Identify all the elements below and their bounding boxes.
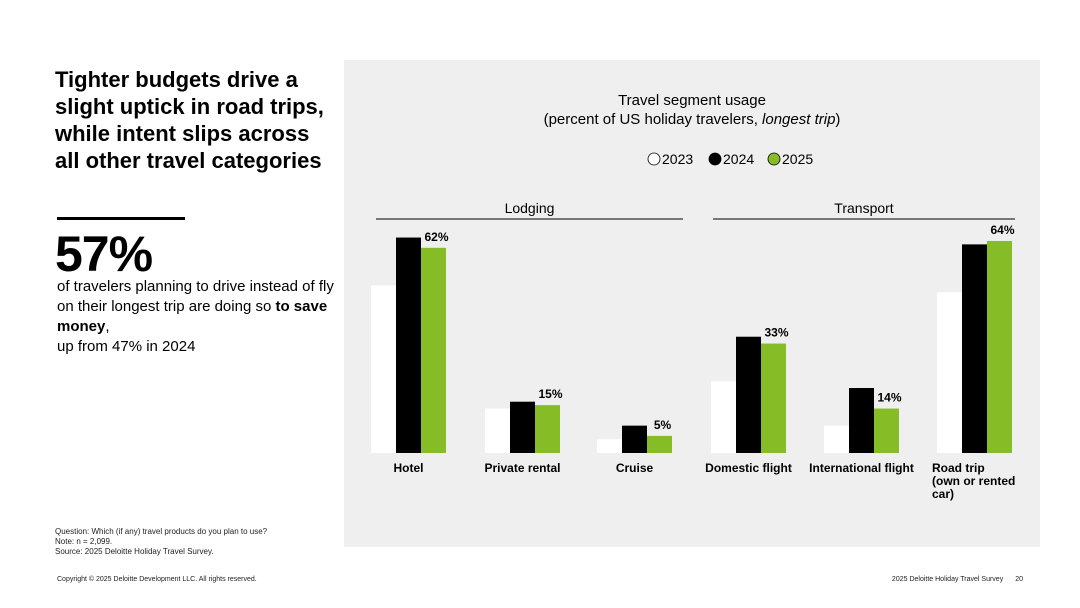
bar-hotel-2025 (421, 247, 446, 453)
category-label-line: Private rental (484, 461, 560, 475)
bar-domestic-flight-2025 (761, 343, 786, 453)
stat-description: of travelers planning to drive instead o… (57, 277, 347, 357)
chart-subtitle-italic: longest trip (762, 111, 835, 128)
bar-road-trip-own-or-rented-car-2025 (987, 240, 1012, 453)
category-label-line: Cruise (616, 461, 654, 475)
data-label-road-trip-own-or-rented-car: 64% (990, 223, 1014, 237)
legend-label-2024: 2024 (723, 151, 754, 167)
data-label-cruise: 5% (654, 418, 672, 432)
page-number: 20 (1015, 576, 1023, 583)
bar-domestic-flight-2024 (736, 336, 761, 453)
category-label-line: International flight (809, 461, 914, 475)
footer-right: 2025 Deloitte Holiday Travel Survey 20 (892, 576, 1023, 583)
chart-title: Travel segment usage (618, 92, 766, 109)
chart-panel: Travel segment usage (percent of US holid… (344, 60, 1040, 547)
note-n: Note: n = 2,099. (55, 537, 113, 546)
category-label-domestic-flight: Domestic flight (705, 461, 792, 475)
legend-marker-2024 (708, 152, 722, 166)
headline-rule (57, 217, 185, 220)
legend-label-2023: 2023 (662, 151, 693, 167)
stat-desc-bold: to save money (57, 298, 328, 335)
group-label-lodging: Lodging (505, 200, 555, 216)
headline: Tighter budgets drive a slight uptick in… (55, 67, 324, 173)
bar-international-flight-2025 (874, 408, 899, 453)
category-label-line: Hotel (394, 461, 424, 475)
bar-cruise-2023 (597, 439, 622, 453)
category-label-line: Road trip (932, 461, 985, 475)
chart-subtitle: (percent of US holiday travelers, longes… (544, 111, 841, 128)
note-source: Source: 2025 Deloitte Holiday Travel Sur… (55, 547, 214, 556)
copyright: Copyright © 2025 Deloitte Development LL… (57, 576, 257, 583)
bar-road-trip-own-or-rented-car-2024 (962, 244, 987, 453)
chart-subtitle-suffix: ) (835, 111, 840, 128)
bar-domestic-flight-2023 (711, 381, 736, 453)
chart-svg: Travel segment usage (percent of US holid… (371, 92, 1015, 501)
bar-private-rental-2025 (535, 405, 560, 453)
bar-road-trip-own-or-rented-car-2023 (937, 292, 962, 453)
category-label-international-flight: International flight (809, 461, 914, 475)
category-label-cruise: Cruise (616, 461, 654, 475)
category-label-hotel: Hotel (394, 461, 424, 475)
legend-marker-2025 (767, 152, 781, 166)
bar-hotel-2024 (396, 237, 421, 453)
legend-marker-2023 (647, 152, 661, 166)
bar-hotel-2023 (371, 285, 396, 453)
chart-subtitle-prefix: (percent of US holiday travelers, (544, 111, 762, 128)
notes: Question: Which (if any) travel products… (55, 527, 335, 557)
data-label-private-rental: 15% (538, 387, 562, 401)
big-stat-value: 57% (55, 226, 153, 282)
category-label-line: (own or rented (932, 474, 1015, 488)
note-question: Question: Which (if any) travel products… (55, 527, 268, 536)
bar-private-rental-2023 (485, 408, 510, 453)
bar-cruise-2025 (647, 435, 672, 453)
data-label-hotel: 62% (424, 230, 448, 244)
stat-desc-part2: , (105, 318, 110, 335)
bar-international-flight-2023 (824, 425, 849, 453)
category-label-line: car) (932, 487, 954, 501)
footer-survey: 2025 Deloitte Holiday Travel Survey (891, 576, 1004, 583)
group-label-transport: Transport (834, 200, 894, 216)
category-label-road-trip-own-or-rented-car: Road trip (own or rented car) (932, 461, 1015, 501)
data-label-domestic-flight: 33% (764, 326, 788, 340)
category-label-private-rental: Private rental (484, 461, 560, 475)
legend-label-2025: 2025 (782, 151, 813, 167)
stat-desc-part1: of travelers planning to drive instead o… (57, 278, 334, 315)
bar-international-flight-2024 (849, 388, 874, 453)
stat-desc-line2: up from 47% in 2024 (57, 338, 196, 355)
data-label-international-flight: 14% (877, 391, 901, 405)
bar-private-rental-2024 (510, 401, 535, 453)
category-label-line: Domestic flight (705, 461, 792, 475)
bar-cruise-2024 (622, 425, 647, 453)
